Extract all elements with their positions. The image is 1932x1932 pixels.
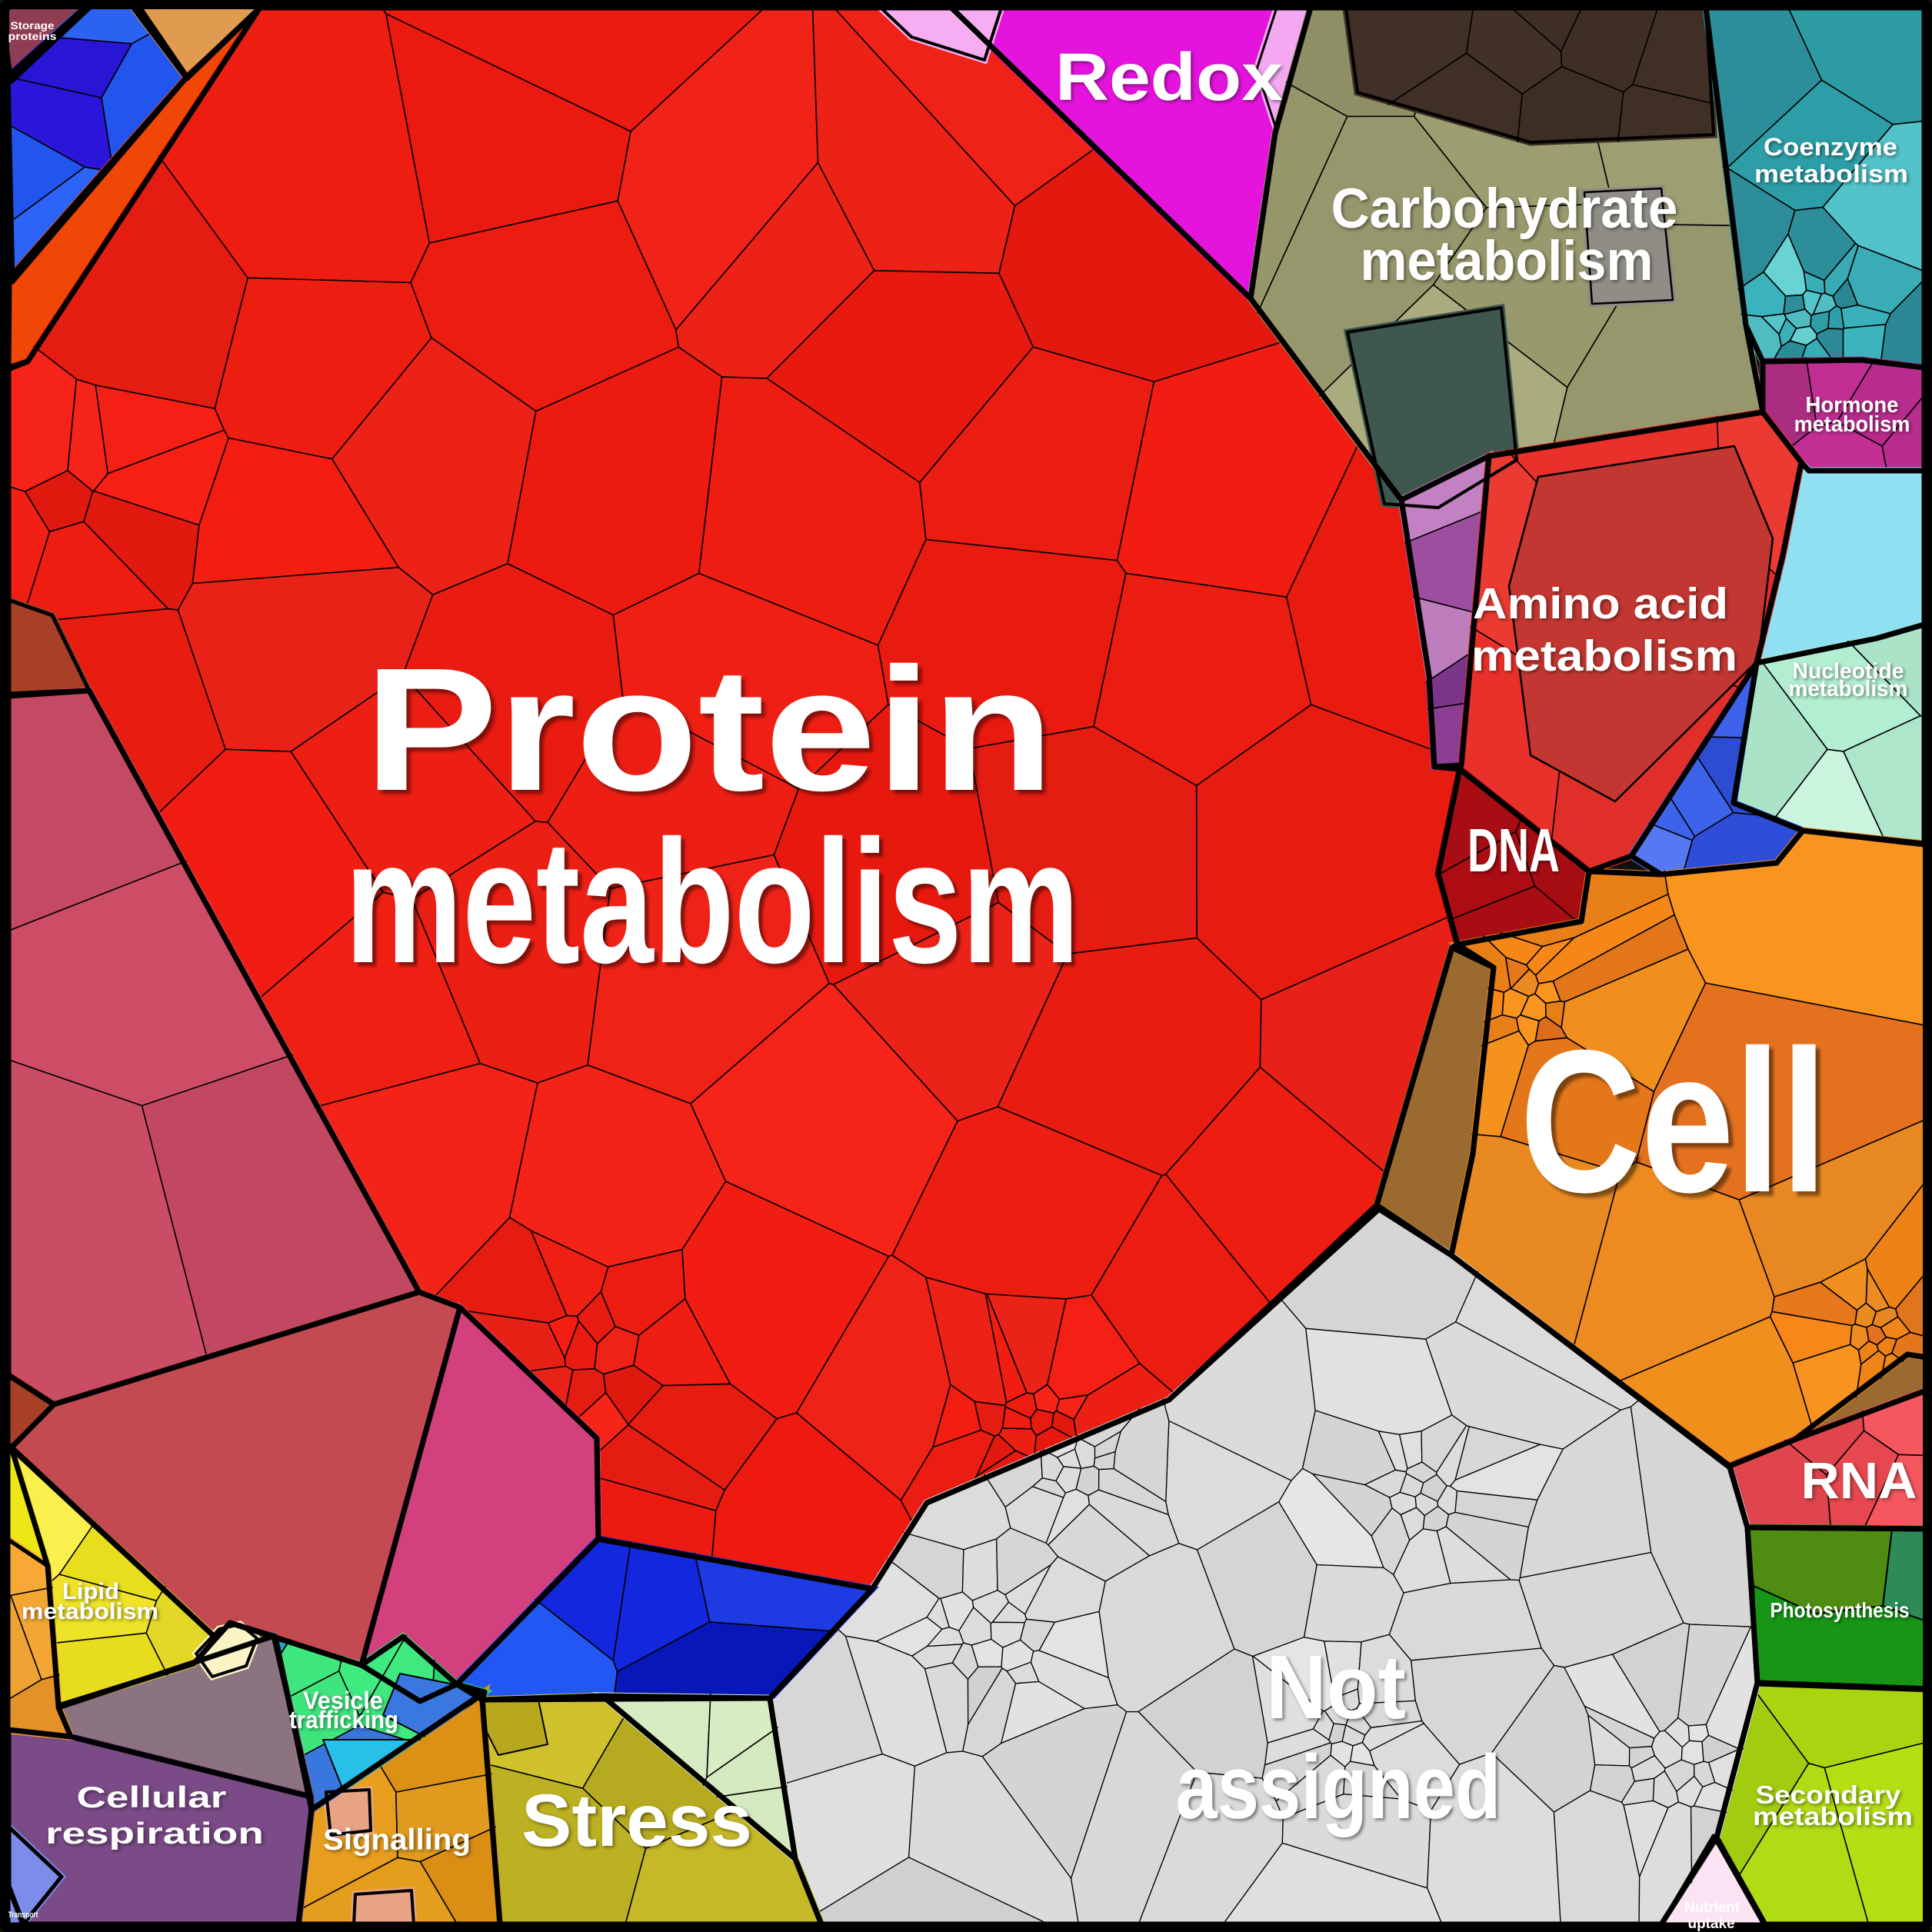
svg-text:Photosynthesis: Photosynthesis <box>1770 1597 1910 1622</box>
svg-text:metabolism: metabolism <box>349 807 1084 1003</box>
svg-text:Cell: Cell <box>1524 1013 1832 1239</box>
svg-text:metabolism: metabolism <box>1362 232 1655 294</box>
svg-text:Protein: Protein <box>365 631 1054 827</box>
svg-text:respiration: respiration <box>45 1817 264 1850</box>
svg-text:metabolism: metabolism <box>23 1600 160 1626</box>
svg-text:Cellular: Cellular <box>78 1782 228 1816</box>
svg-text:DNA: DNA <box>1469 818 1561 887</box>
svg-text:RNA: RNA <box>1802 1454 1918 1511</box>
svg-text:metabolism: metabolism <box>1794 411 1910 436</box>
svg-text:metabolism: metabolism <box>1754 161 1908 188</box>
svg-text:Coenzyme: Coenzyme <box>1764 134 1897 161</box>
svg-text:DNA: DNA <box>1467 816 1560 885</box>
svg-text:RNA: RNA <box>1800 1452 1917 1509</box>
svg-text:Carbohydrate: Carbohydrate <box>1331 178 1678 240</box>
svg-text:Hormone: Hormone <box>1806 391 1899 417</box>
svg-text:Hormone: Hormone <box>1807 393 1900 418</box>
svg-text:Transport: Transport <box>8 1910 39 1920</box>
svg-text:respiration: respiration <box>47 1819 265 1852</box>
svg-text:assigned: assigned <box>1176 1736 1501 1837</box>
svg-text:Not: Not <box>1266 1637 1406 1738</box>
svg-text:Stress: Stress <box>521 1779 752 1862</box>
svg-text:Storage: Storage <box>11 21 55 32</box>
svg-text:metabolism: metabolism <box>1756 162 1910 190</box>
svg-text:Vesicle: Vesicle <box>305 1688 385 1716</box>
svg-text:Stress: Stress <box>523 1780 754 1864</box>
svg-text:Nucleotide: Nucleotide <box>1794 661 1906 685</box>
svg-text:trafficking: trafficking <box>289 1706 398 1734</box>
svg-text:Redox: Redox <box>1057 42 1284 116</box>
svg-text:Amino acid: Amino acid <box>1474 580 1730 629</box>
svg-text:Cell: Cell <box>1520 1008 1827 1234</box>
svg-text:uptake: uptake <box>1688 1916 1735 1932</box>
svg-text:Coenzyme: Coenzyme <box>1765 135 1899 162</box>
svg-text:Secondary: Secondary <box>1757 1783 1903 1811</box>
svg-text:metabolism: metabolism <box>345 803 1080 999</box>
svg-text:metabolism: metabolism <box>1361 230 1654 292</box>
svg-text:Amino acid: Amino acid <box>1473 578 1728 628</box>
svg-text:Photosynthesis: Photosynthesis <box>1772 1599 1911 1624</box>
svg-text:metabolism: metabolism <box>22 1598 158 1624</box>
svg-text:Lipid: Lipid <box>64 1580 121 1605</box>
svg-text:metabolism: metabolism <box>1473 632 1739 681</box>
svg-text:Redox: Redox <box>1055 40 1283 115</box>
svg-text:Carbohydrate: Carbohydrate <box>1333 179 1680 242</box>
svg-text:Secondary: Secondary <box>1756 1781 1901 1810</box>
svg-text:trafficking: trafficking <box>291 1707 400 1735</box>
svg-text:metabolism: metabolism <box>1754 1804 1914 1832</box>
svg-text:metabolism: metabolism <box>1796 413 1912 438</box>
svg-text:Not: Not <box>1268 1639 1408 1740</box>
svg-text:assigned: assigned <box>1178 1738 1503 1840</box>
svg-text:proteins: proteins <box>8 31 57 43</box>
svg-text:Cellular: Cellular <box>77 1780 227 1814</box>
svg-text:metabolism: metabolism <box>1471 631 1737 680</box>
svg-text:Protein: Protein <box>368 635 1058 831</box>
svg-text:metabolism: metabolism <box>1753 1803 1913 1830</box>
svg-text:Lipid: Lipid <box>62 1578 119 1604</box>
svg-text:Nucleotide: Nucleotide <box>1793 659 1904 684</box>
svg-text:Vesicle: Vesicle <box>303 1687 383 1714</box>
svg-text:Nutrient: Nutrient <box>1684 1900 1740 1916</box>
svg-text:metabolism: metabolism <box>1789 677 1908 702</box>
svg-text:Signalling: Signalling <box>323 1824 471 1857</box>
svg-text:Signalling: Signalling <box>325 1825 472 1858</box>
svg-text:metabolism: metabolism <box>1790 678 1910 704</box>
